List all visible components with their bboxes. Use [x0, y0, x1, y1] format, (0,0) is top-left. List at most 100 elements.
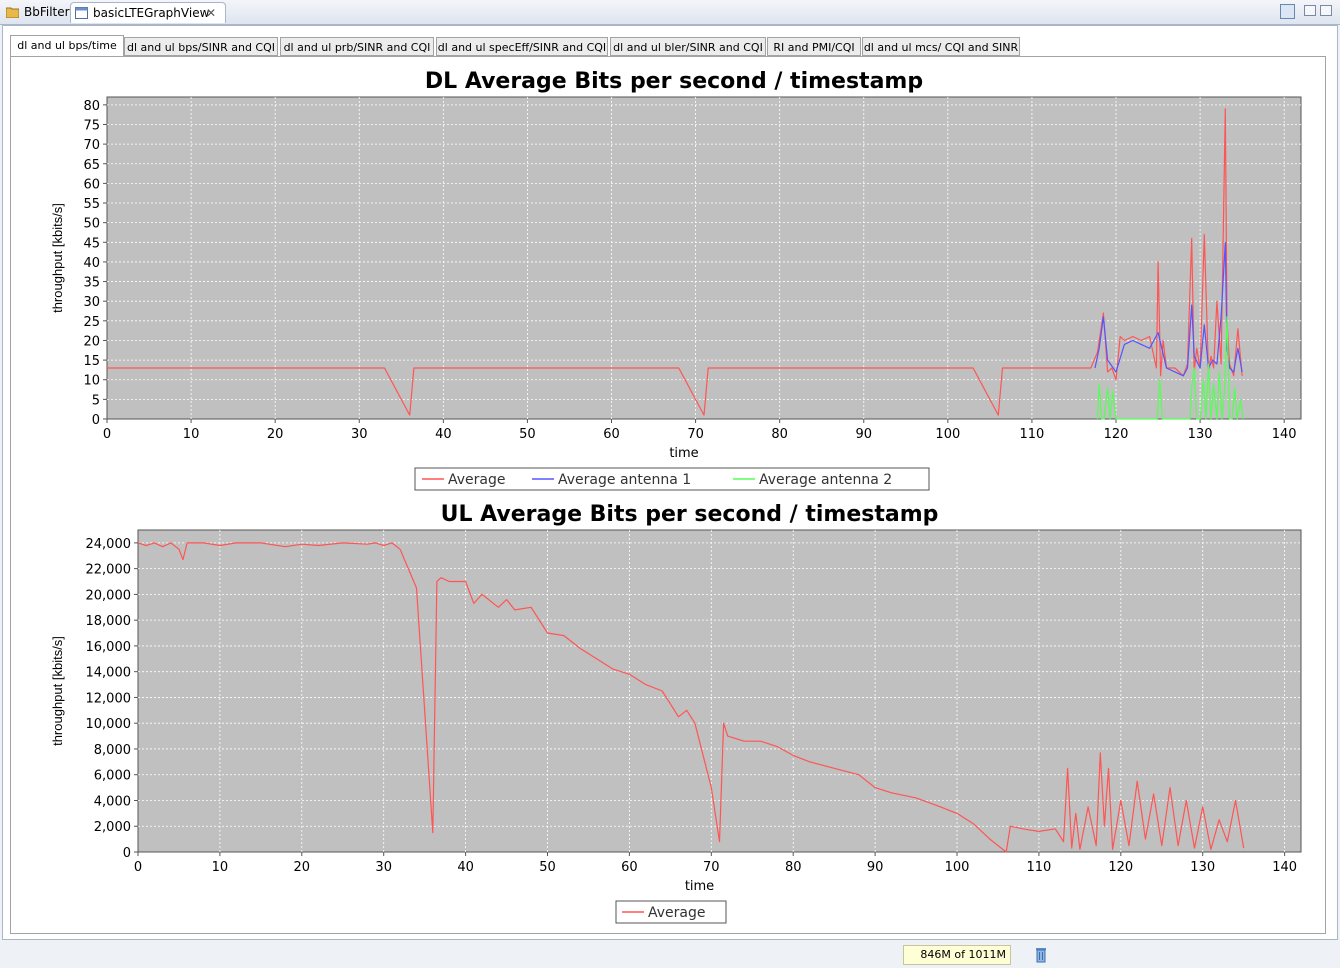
tab-ri-pmi-cqi[interactable]: RI and PMI/CQI — [767, 37, 861, 56]
x-tick-label: 120 — [1108, 860, 1133, 875]
y-tick-label: 18,000 — [86, 614, 132, 629]
x-tick-label: 120 — [1104, 427, 1129, 442]
x-tick-label: 50 — [539, 860, 556, 875]
folder-icon — [6, 7, 19, 18]
y-tick-label: 0 — [92, 413, 100, 428]
save-icon[interactable] — [1280, 4, 1295, 19]
y-tick-label: 6,000 — [94, 769, 131, 784]
legend-label: Average — [648, 905, 706, 921]
tab-dl-ul-prb-sinr-cqi[interactable]: dl and ul prb/SINR and CQI — [280, 37, 434, 56]
series-line-average-antenna-1 — [1094, 241, 1243, 377]
editor-tab-bbfilter[interactable]: BbFilter — [2, 2, 70, 23]
editor-tab-bar: BbFilter basicLTEGraphView ✕ — [0, 0, 1340, 25]
y-tick-label: 20,000 — [86, 588, 132, 603]
y-tick-label: 2,000 — [94, 820, 131, 835]
x-tick-label: 110 — [1020, 427, 1045, 442]
x-tick-label: 140 — [1272, 860, 1297, 875]
status-bar — [0, 942, 1340, 968]
y-tick-label: 12,000 — [86, 691, 132, 706]
y-tick-label: 5 — [92, 393, 100, 408]
x-tick-label: 130 — [1188, 427, 1213, 442]
y-tick-label: 14,000 — [86, 666, 132, 681]
chart-title: UL Average Bits per second / timestamp — [441, 502, 939, 527]
chart-title: DL Average Bits per second / timestamp — [425, 69, 923, 94]
x-tick-label: 110 — [1027, 860, 1052, 875]
x-tick-label: 70 — [687, 427, 704, 442]
x-tick-label: 90 — [867, 860, 884, 875]
y-tick-label: 16,000 — [86, 640, 132, 655]
x-tick-label: 0 — [134, 860, 142, 875]
y-tick-label: 60 — [83, 177, 100, 192]
legend-box — [414, 467, 930, 491]
legend-label: Average antenna 1 — [558, 472, 691, 488]
y-tick-label: 25 — [83, 315, 100, 330]
x-tick-label: 30 — [375, 860, 392, 875]
x-tick-label: 100 — [945, 860, 970, 875]
tab-dl-ul-bps-sinr-cqi[interactable]: dl and ul bps/SINR and CQI — [124, 37, 278, 56]
x-tick-label: 50 — [519, 427, 536, 442]
y-tick-label: 10,000 — [86, 717, 132, 732]
y-tick-label: 8,000 — [94, 743, 131, 758]
y-axis-label: throughput [kbits/s] — [50, 636, 65, 746]
x-tick-label: 90 — [855, 427, 872, 442]
tab-dl-ul-bps-time[interactable]: dl and ul bps/time — [10, 35, 124, 57]
y-tick-label: 70 — [83, 138, 100, 153]
maximize-icon[interactable] — [1320, 5, 1332, 16]
x-tick-label: 140 — [1272, 427, 1297, 442]
x-tick-label: 20 — [267, 427, 284, 442]
plot-area — [137, 529, 1302, 853]
tab-dl-ul-mcs-cqi-sinr[interactable]: dl and ul mcs/ CQI and SINR — [862, 37, 1020, 56]
x-tick-label: 40 — [435, 427, 452, 442]
series-line-average — [137, 542, 1245, 853]
x-axis-label: time — [685, 879, 714, 894]
series-line-average-antenna-2 — [1096, 316, 1244, 420]
y-tick-label: 45 — [83, 236, 100, 251]
x-tick-label: 20 — [294, 860, 311, 875]
x-tick-label: 100 — [935, 427, 960, 442]
y-tick-label: 80 — [83, 99, 100, 114]
legend-box — [615, 900, 727, 924]
x-tick-label: 10 — [212, 860, 229, 875]
legend-label: Average — [448, 472, 506, 488]
x-tick-label: 30 — [351, 427, 368, 442]
x-tick-label: 40 — [457, 860, 474, 875]
y-tick-label: 40 — [83, 256, 100, 271]
x-tick-label: 60 — [603, 427, 620, 442]
close-icon[interactable]: ✕ — [206, 6, 217, 20]
x-tick-label: 80 — [771, 427, 788, 442]
editor-tab-basiclte[interactable]: basicLTEGraphView ✕ — [70, 2, 226, 23]
charts-canvas: DL Average Bits per second / timestamp 0 1… — [50, 69, 1302, 924]
heap-status[interactable]: 846M of 1011M — [903, 945, 1011, 965]
tab-dl-ul-bler-sinr-cqi[interactable]: dl and ul bler/SINR and CQI — [610, 37, 766, 56]
x-tick-label: 130 — [1190, 860, 1215, 875]
editor-tab-label: BbFilter — [24, 5, 70, 19]
y-tick-label: 65 — [83, 158, 100, 173]
x-tick-label: 80 — [785, 860, 802, 875]
y-tick-label: 20 — [83, 334, 100, 349]
y-tick-label: 22,000 — [86, 563, 132, 578]
minimize-icon[interactable] — [1304, 5, 1316, 16]
x-axis-label: time — [669, 446, 698, 461]
y-tick-label: 24,000 — [86, 537, 132, 552]
legend-label: Average antenna 2 — [759, 472, 892, 488]
plot-area — [106, 96, 1302, 420]
series-line-average — [107, 108, 1243, 416]
x-tick-label: 60 — [621, 860, 638, 875]
editor-tab-label: basicLTEGraphView — [93, 6, 210, 20]
tab-dl-ul-speceff-sinr-cqi[interactable]: dl and ul specEff/SINR and CQI — [436, 37, 608, 56]
y-tick-label: 50 — [83, 217, 100, 232]
y-tick-label: 0 — [123, 846, 131, 861]
garbage-collect-icon[interactable] — [1035, 946, 1047, 963]
x-tick-label: 0 — [103, 427, 111, 442]
view-icon — [75, 7, 88, 19]
x-tick-label: 10 — [183, 427, 200, 442]
y-tick-label: 55 — [83, 197, 100, 212]
y-tick-label: 10 — [83, 374, 100, 389]
x-tick-label: 70 — [703, 860, 720, 875]
y-tick-label: 30 — [83, 295, 100, 310]
y-tick-label: 4,000 — [94, 794, 131, 809]
y-tick-label: 75 — [83, 118, 100, 133]
y-tick-label: 35 — [83, 276, 100, 291]
y-tick-label: 15 — [83, 354, 100, 369]
y-axis-label: throughput [kbits/s] — [50, 203, 65, 313]
